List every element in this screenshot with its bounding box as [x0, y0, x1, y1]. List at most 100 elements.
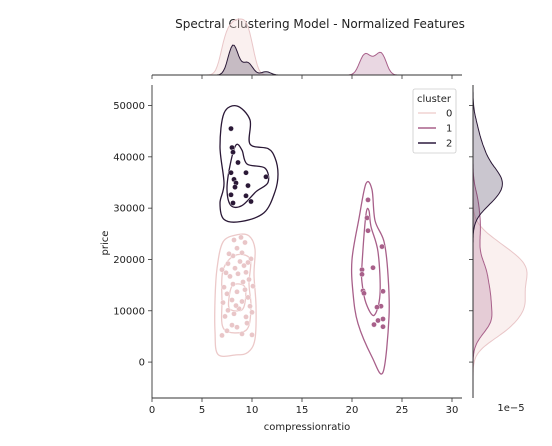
data-point-cluster-0	[219, 332, 225, 339]
data-point-cluster-0	[231, 310, 237, 317]
legend-box	[412, 88, 457, 154]
contour-cluster-2-level-0	[219, 105, 279, 223]
y-tick-label: 50000	[113, 101, 145, 112]
data-point-cluster-0	[234, 245, 240, 251]
data-point-cluster-2	[228, 125, 234, 132]
data-point-cluster-0	[238, 234, 244, 241]
data-point-cluster-0	[239, 249, 245, 256]
data-point-cluster-0	[235, 270, 241, 277]
data-point-cluster-0	[219, 266, 225, 273]
data-point-cluster-0	[231, 237, 237, 243]
data-point-cluster-0	[241, 262, 247, 269]
data-point-cluster-0	[229, 322, 235, 328]
marginal-right-density	[472, 85, 528, 398]
data-point-cluster-0	[225, 260, 231, 267]
data-point-cluster-2	[235, 159, 241, 166]
y-tick-label: 40000	[113, 152, 145, 163]
data-point-cluster-2	[263, 173, 269, 180]
data-point-cluster-0	[249, 332, 255, 338]
data-point-cluster-0	[248, 256, 254, 262]
contour-cluster-1-level-1	[360, 207, 381, 317]
x-tick-label: 25	[396, 405, 409, 416]
data-point-cluster-2	[243, 192, 249, 199]
data-point-cluster-2	[230, 200, 236, 206]
data-point-cluster-1	[374, 304, 380, 311]
data-point-cluster-0	[245, 294, 251, 301]
y-axis-label: price	[100, 231, 111, 256]
chart-title: Spectral Clustering Model - Normalized F…	[175, 17, 465, 31]
data-point-cluster-1	[365, 197, 371, 203]
data-point-cluster-0	[220, 299, 226, 306]
marginal-top-cluster-1	[152, 51, 462, 76]
marginal-exponent-label: 1e−5	[497, 403, 524, 414]
data-point-cluster-2	[232, 184, 238, 190]
data-point-cluster-0	[246, 276, 252, 283]
data-point-cluster-0	[230, 281, 236, 287]
data-point-cluster-0	[232, 265, 238, 272]
data-point-cluster-0	[242, 239, 248, 246]
data-point-cluster-0	[249, 309, 255, 316]
data-point-cluster-0	[239, 298, 245, 305]
data-point-cluster-1	[371, 321, 377, 328]
data-point-cluster-0	[229, 297, 235, 303]
x-tick-label: 10	[246, 405, 259, 416]
data-point-cluster-0	[226, 250, 232, 257]
data-point-cluster-2	[228, 191, 234, 198]
legend-title: cluster	[417, 94, 452, 105]
legend-label-cluster-0: 0	[446, 109, 452, 120]
x-axis-label: compressionratio	[264, 422, 350, 433]
data-point-cluster-0	[250, 283, 256, 289]
contour-cluster-1-level-0	[350, 180, 390, 375]
data-point-cluster-0	[242, 286, 248, 293]
marginal-right-cluster-0	[472, 85, 528, 398]
legend-label-cluster-2: 2	[446, 139, 452, 150]
legend-label-cluster-1: 1	[446, 124, 452, 135]
data-point-cluster-1	[364, 215, 370, 221]
data-point-cluster-2	[248, 198, 254, 205]
data-point-cluster-1	[379, 243, 385, 250]
data-point-cluster-0	[244, 320, 250, 326]
data-point-cluster-0	[234, 288, 240, 295]
legend: cluster 0 1 2	[412, 88, 457, 154]
data-point-cluster-1	[380, 288, 386, 295]
x-tick-label: 30	[446, 405, 459, 416]
data-point-cluster-0	[225, 307, 231, 314]
data-point-cluster-1	[380, 316, 386, 322]
scatter-points	[219, 125, 386, 339]
data-point-cluster-1	[361, 290, 367, 297]
x-tick-label: 20	[346, 405, 359, 416]
data-point-cluster-0	[243, 314, 249, 320]
contour-cluster-0-level-2	[227, 283, 247, 312]
y-tick-label: 10000	[113, 306, 145, 317]
data-point-cluster-0	[227, 273, 233, 280]
data-point-cluster-1	[380, 323, 386, 330]
contour-cluster-0-level-0	[214, 233, 257, 358]
data-point-cluster-1	[365, 227, 371, 234]
data-point-cluster-0	[234, 324, 240, 331]
data-point-cluster-1	[359, 271, 365, 278]
data-point-cluster-0	[221, 284, 227, 291]
y-tick-label: 20000	[113, 255, 145, 266]
data-point-cluster-2	[243, 169, 249, 176]
data-point-cluster-0	[247, 303, 253, 310]
x-tick-label: 5	[199, 405, 205, 416]
data-point-cluster-0	[245, 259, 251, 266]
data-point-cluster-0	[243, 269, 249, 276]
data-point-cluster-0	[224, 290, 230, 297]
data-point-cluster-0	[224, 327, 230, 334]
data-point-cluster-2	[245, 182, 251, 189]
data-point-cluster-2	[229, 144, 235, 151]
x-tick-label: 15	[296, 405, 309, 416]
data-point-cluster-0	[240, 279, 246, 285]
x-tick-label: 0	[149, 405, 155, 416]
data-point-cluster-0	[222, 313, 228, 320]
data-point-cluster-2	[230, 149, 236, 155]
data-point-cluster-0	[223, 269, 229, 276]
data-point-cluster-2	[228, 169, 234, 176]
data-point-cluster-1	[375, 317, 381, 324]
legend-entries: 0 1 2	[418, 109, 452, 150]
data-point-cluster-1	[370, 264, 376, 271]
